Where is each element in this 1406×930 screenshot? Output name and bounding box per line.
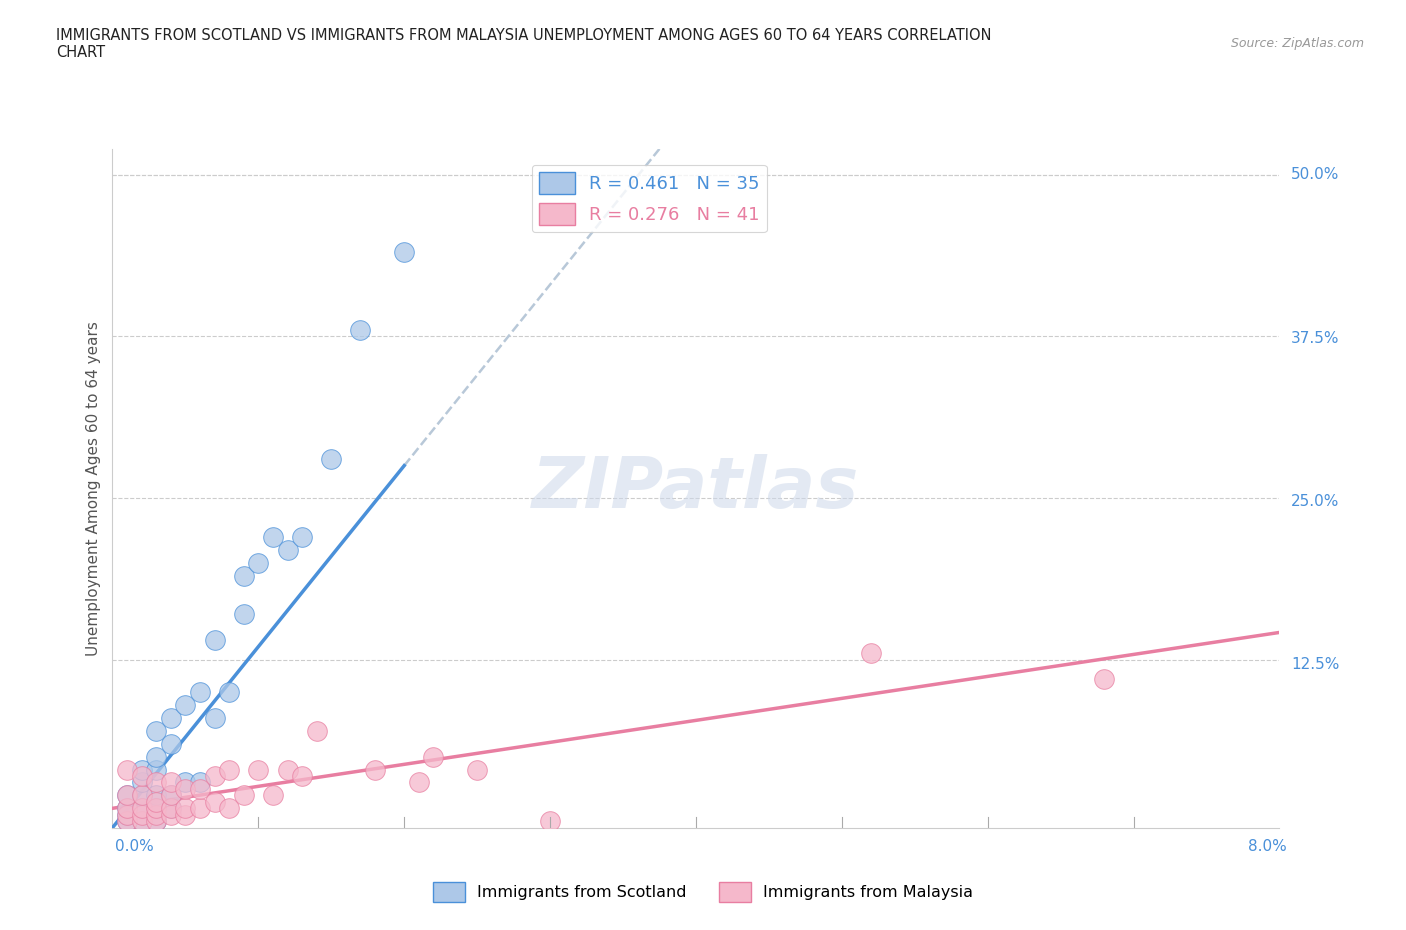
Point bbox=[218, 801, 240, 816]
Point bbox=[131, 768, 153, 783]
Point bbox=[218, 684, 240, 699]
Point bbox=[188, 801, 211, 816]
Point bbox=[321, 452, 343, 467]
Point bbox=[131, 775, 153, 790]
Point bbox=[174, 807, 197, 822]
Point bbox=[232, 607, 254, 622]
Point bbox=[160, 807, 183, 822]
Point bbox=[115, 807, 138, 822]
Point bbox=[160, 775, 183, 790]
Legend: R = 0.461   N = 35, R = 0.276   N = 41: R = 0.461 N = 35, R = 0.276 N = 41 bbox=[531, 165, 768, 232]
Text: 0.0%: 0.0% bbox=[115, 839, 155, 854]
Point bbox=[131, 801, 153, 816]
Point bbox=[392, 245, 416, 259]
Point bbox=[160, 801, 183, 816]
Text: 25.0%: 25.0% bbox=[1291, 494, 1340, 509]
Point bbox=[131, 788, 153, 803]
Point bbox=[174, 801, 197, 816]
Point bbox=[145, 801, 167, 816]
Point bbox=[465, 762, 488, 777]
Point bbox=[145, 814, 167, 829]
Point bbox=[145, 724, 167, 738]
Point bbox=[160, 711, 183, 725]
Y-axis label: Unemployment Among Ages 60 to 64 years: Unemployment Among Ages 60 to 64 years bbox=[86, 321, 101, 656]
Text: Source: ZipAtlas.com: Source: ZipAtlas.com bbox=[1230, 37, 1364, 50]
Point bbox=[538, 814, 561, 829]
Point bbox=[218, 762, 240, 777]
Text: ZIPatlas: ZIPatlas bbox=[533, 454, 859, 523]
Point bbox=[115, 814, 138, 829]
Point bbox=[115, 801, 138, 816]
Point bbox=[131, 814, 153, 829]
Point bbox=[145, 801, 167, 816]
Point bbox=[174, 698, 197, 712]
Point bbox=[115, 788, 138, 803]
Point bbox=[160, 788, 183, 803]
Text: IMMIGRANTS FROM SCOTLAND VS IMMIGRANTS FROM MALAYSIA UNEMPLOYMENT AMONG AGES 60 : IMMIGRANTS FROM SCOTLAND VS IMMIGRANTS F… bbox=[56, 28, 991, 60]
Point bbox=[276, 762, 298, 777]
Text: 12.5%: 12.5% bbox=[1291, 657, 1340, 672]
Point bbox=[247, 762, 270, 777]
Point bbox=[115, 814, 138, 829]
Point bbox=[145, 814, 167, 829]
Point bbox=[204, 632, 226, 647]
Point bbox=[188, 781, 211, 796]
Point bbox=[115, 801, 138, 816]
Point bbox=[145, 788, 167, 803]
Point bbox=[247, 555, 270, 570]
Text: 8.0%: 8.0% bbox=[1247, 839, 1286, 854]
Point bbox=[131, 814, 153, 829]
Point bbox=[115, 762, 138, 777]
Point bbox=[160, 737, 183, 751]
Point bbox=[204, 768, 226, 783]
Point bbox=[131, 807, 153, 822]
Point bbox=[115, 788, 138, 803]
Point bbox=[349, 323, 371, 338]
Point bbox=[408, 775, 430, 790]
Point bbox=[262, 788, 284, 803]
Point bbox=[232, 788, 254, 803]
Point bbox=[131, 788, 153, 803]
Point bbox=[145, 750, 167, 764]
Point bbox=[291, 529, 314, 544]
Point bbox=[422, 750, 444, 764]
Point bbox=[859, 645, 883, 660]
Point bbox=[1094, 671, 1116, 686]
Point bbox=[204, 794, 226, 809]
Legend: Immigrants from Scotland, Immigrants from Malaysia: Immigrants from Scotland, Immigrants fro… bbox=[426, 876, 980, 908]
Point bbox=[160, 801, 183, 816]
Text: 50.0%: 50.0% bbox=[1291, 167, 1340, 182]
Point bbox=[262, 529, 284, 544]
Point bbox=[160, 788, 183, 803]
Point bbox=[145, 794, 167, 809]
Point bbox=[145, 807, 167, 822]
Point bbox=[145, 775, 167, 790]
Point bbox=[305, 724, 328, 738]
Point bbox=[364, 762, 387, 777]
Point bbox=[204, 711, 226, 725]
Point bbox=[145, 762, 167, 777]
Point bbox=[131, 801, 153, 816]
Point bbox=[276, 542, 298, 557]
Point bbox=[232, 568, 254, 583]
Point bbox=[174, 781, 197, 796]
Point bbox=[188, 775, 211, 790]
Text: 37.5%: 37.5% bbox=[1291, 330, 1340, 346]
Point bbox=[115, 807, 138, 822]
Point bbox=[188, 684, 211, 699]
Point bbox=[131, 762, 153, 777]
Point bbox=[291, 768, 314, 783]
Point bbox=[174, 775, 197, 790]
